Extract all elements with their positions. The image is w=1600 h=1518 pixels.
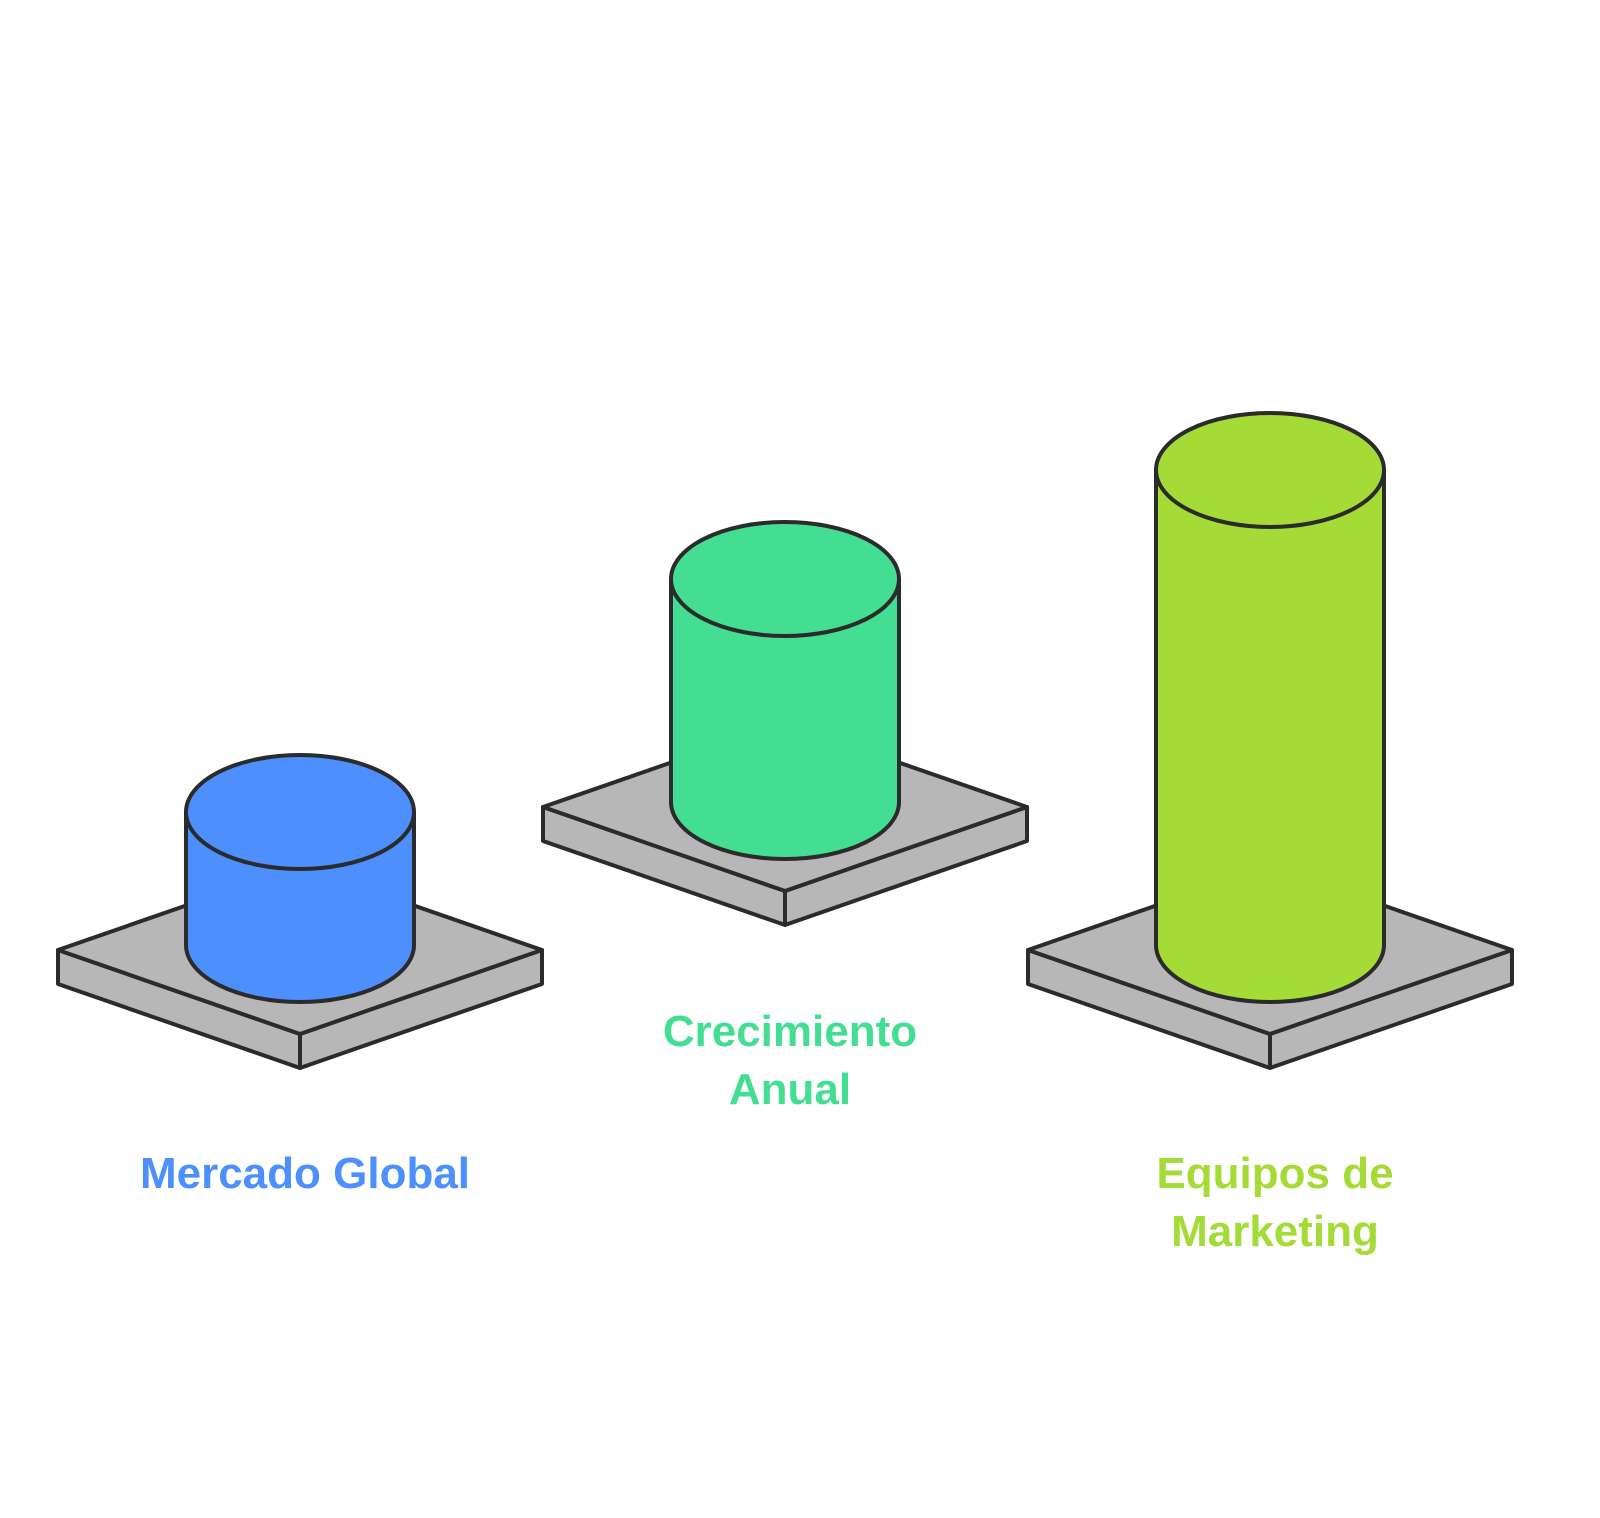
label-equipos-de-marketing: Equipos de Marketing — [1030, 1145, 1520, 1261]
cylinder-body — [669, 577, 901, 861]
label-line: Marketing — [1171, 1207, 1379, 1256]
item-mercado-global — [56, 753, 544, 1070]
label-line: Anual — [728, 1065, 852, 1114]
item-crecimiento-anual — [541, 520, 1029, 927]
label-crecimiento-anual: Crecimiento Anual — [545, 1003, 1035, 1119]
label-line: Mercado Global — [139, 1149, 471, 1198]
label-mercado-global: Mercado Global — [60, 1145, 550, 1203]
cylinder-body — [1154, 468, 1386, 1004]
label-line: Equipos de — [1156, 1149, 1394, 1198]
item-equipos-de-marketing — [1026, 411, 1514, 1070]
cylinder-top — [669, 520, 901, 638]
label-line: Crecimiento — [662, 1007, 918, 1056]
cylinder-top — [1154, 411, 1386, 529]
cylinder-top — [184, 753, 416, 871]
